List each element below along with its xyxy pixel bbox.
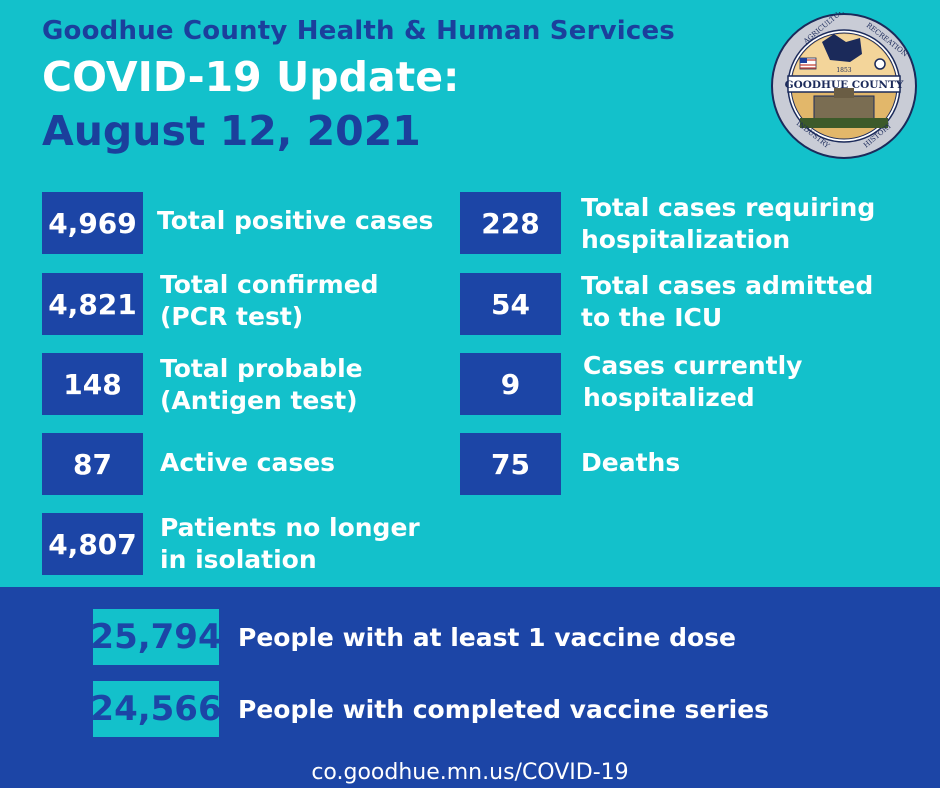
seal-band-text: GOODHUE COUNTY (785, 79, 904, 91)
stat-total-probable-value: 148 (42, 353, 143, 415)
stat-currently-hospitalized-label: Cases currently hospitalized (583, 351, 803, 412)
vaccine-dose-label: People with at least 1 vaccine dose (238, 623, 736, 652)
vaccine-completed-value: 24,566 (90, 681, 222, 737)
vaccine-completed-label: People with completed vaccine series (238, 695, 770, 724)
update-date: August 12, 2021 (42, 107, 421, 155)
stat-active-cases-label: Active cases (160, 448, 336, 477)
stat-currently-hospitalized-value: 9 (460, 353, 561, 415)
stat-deaths-label: Deaths (581, 448, 681, 477)
seal-year: 1853 (836, 67, 851, 74)
stat-total-probable-label: Total probable (Antigen test) (160, 354, 363, 415)
county-seal-logo: GOODHUE COUNTY 1853 AGRICULTURE RECREATI… (771, 12, 917, 159)
stat-total-positive-label: Total positive cases (157, 206, 434, 235)
organization-name: Goodhue County Health & Human Services (42, 16, 675, 46)
vaccine-section: 25,794 People with at least 1 vaccine do… (0, 587, 940, 788)
stat-icu-value: 54 (460, 273, 561, 335)
stat-no-longer-isolation-value: 4,807 (42, 513, 143, 575)
stat-total-confirmed-value: 4,821 (42, 273, 143, 335)
stat-hospitalization-label: Total cases requiring hospitalization (581, 193, 876, 254)
stat-icu-label: Total cases admitted to the ICU (581, 271, 874, 332)
vaccine-dose-value: 25,794 (90, 609, 222, 665)
page-title: COVID-19 Update: (42, 53, 460, 101)
stat-total-positive-value: 4,969 (42, 192, 143, 254)
stat-deaths-value: 75 (460, 433, 561, 495)
stat-total-confirmed-label: Total confirmed (PCR test) (160, 270, 379, 331)
stat-hospitalization-value: 228 (460, 192, 561, 254)
stat-no-longer-isolation-label: Patients no longer in isolation (160, 513, 420, 574)
stat-active-cases-value: 87 (42, 433, 143, 495)
footer-url[interactable]: co.goodhue.mn.us/COVID-19 (311, 760, 629, 785)
